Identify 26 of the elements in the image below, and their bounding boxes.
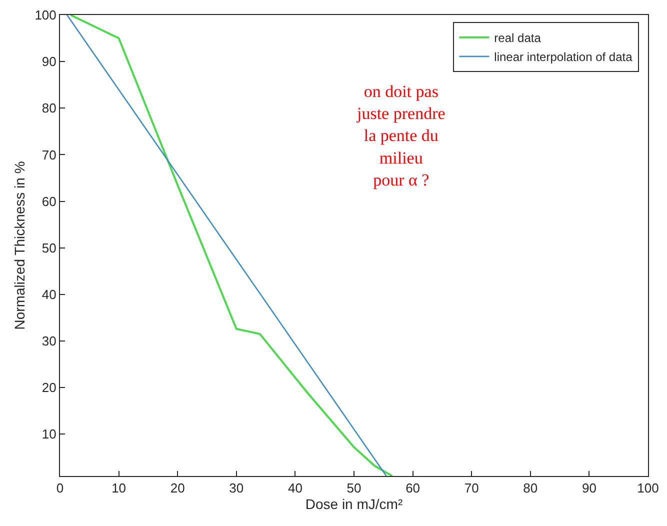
y-tick-label: 70 [42,147,56,162]
y-tick-label: 100 [34,8,56,23]
y-tick-label: 10 [42,426,56,442]
x-axis-title: Dose in mJ/cm² [305,496,403,512]
x-tick-label: 40 [288,480,302,496]
y-tick-label: 60 [42,194,56,209]
x-tick-label: 0 [56,480,64,496]
y-tick-label: 20 [42,380,56,396]
x-tick-label: 20 [170,480,185,496]
y-tick-label: 90 [42,54,56,70]
x-tick-label: 50 [346,480,362,496]
legend-label: linear interpolation of data [494,50,633,64]
x-tick-label: 100 [637,480,659,496]
x-tick-label: 80 [523,480,538,496]
y-tick-label: 50 [42,240,56,256]
x-tick-label: 30 [229,480,244,496]
x-tick-label: 60 [406,480,420,496]
x-tick-label: 70 [464,480,479,496]
y-tick-label: 40 [42,286,56,302]
y-tick-label: 30 [42,334,56,349]
x-tick-label: 10 [112,480,126,496]
x-tick-label: 90 [582,480,596,496]
y-axis-title: Normalized Thickness in % [11,161,28,330]
annotation: on doit pas juste prendre la pente du milieu pour α ? [356,82,446,190]
y-tick-label: 80 [42,100,56,116]
legend-label: real data [494,31,542,46]
